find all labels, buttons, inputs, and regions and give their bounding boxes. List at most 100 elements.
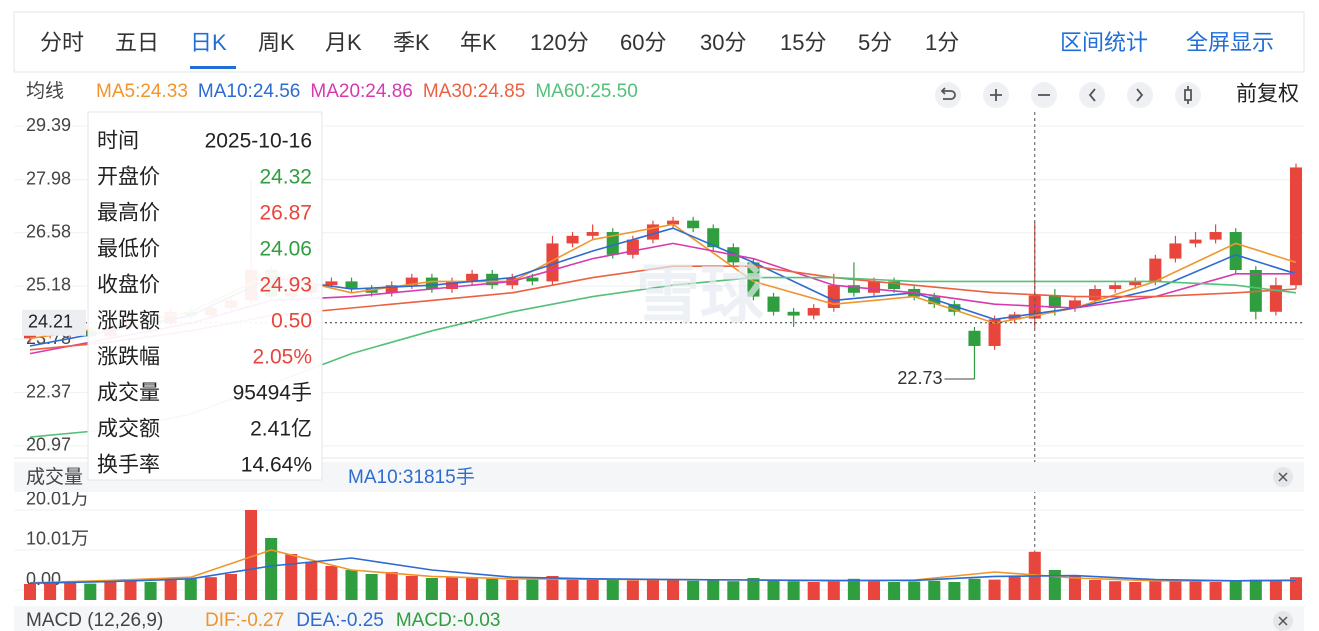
volume-bar [365, 574, 378, 600]
tooltip-label: 开盘价 [97, 166, 160, 189]
tooltip-value: 2.05% [252, 346, 312, 369]
candle-body [747, 262, 760, 297]
y-tick-label: 20.97 [26, 435, 71, 455]
undo-icon [940, 87, 956, 100]
candle-body [1068, 300, 1081, 308]
volume-bar [204, 577, 217, 600]
candle-body [526, 277, 539, 282]
volume-bar [184, 578, 197, 600]
legend-entry: MA30:24.85 [423, 81, 525, 102]
candle-body [466, 273, 479, 282]
toolbar-buttons [935, 82, 1201, 108]
tab[interactable]: 120分 [530, 30, 589, 55]
volume-bar [1269, 581, 1282, 600]
watermark: 雪球 [636, 259, 765, 331]
toolbar-icons [940, 86, 1192, 104]
candle-body [1189, 239, 1202, 244]
tooltip-value: 2.41亿 [250, 418, 312, 441]
volume-bar [687, 580, 700, 600]
candle-body [1229, 232, 1242, 270]
y-tick-label: 27.98 [26, 168, 71, 188]
candle-body [1089, 288, 1102, 301]
volume-bar [1189, 581, 1202, 600]
volume-bar [827, 580, 840, 600]
left-icon [1088, 88, 1096, 102]
right-button[interactable] [1127, 82, 1153, 108]
candle-body [867, 281, 881, 293]
tab[interactable]: 30分 [700, 30, 746, 55]
adjust-label[interactable]: 前复权 [1236, 83, 1299, 106]
volume-bar [445, 577, 459, 600]
low-label: 22.73 [897, 368, 942, 388]
tab[interactable]: 日K [190, 30, 227, 55]
volume-bar [606, 579, 619, 600]
candle-body [1169, 243, 1182, 259]
candle-body [1109, 285, 1122, 289]
candle-body [888, 281, 901, 289]
tab[interactable]: 月K [325, 30, 362, 55]
tooltip-label: 最低价 [97, 238, 160, 261]
candle-body [1209, 232, 1222, 240]
candle-body [807, 307, 820, 316]
legend-entry: MA10:24.56 [198, 81, 300, 102]
candle-body [385, 285, 398, 293]
candle-body [968, 330, 981, 346]
volume-bar [626, 580, 639, 600]
left-button[interactable] [1079, 82, 1105, 108]
y-tick-label: 10.01万 [26, 529, 89, 549]
tooltip-value: 0.50 [271, 310, 312, 333]
tab[interactable]: 年K [460, 30, 497, 55]
volume-bar [1129, 582, 1142, 600]
volume-bar [1109, 581, 1122, 600]
candle-body [928, 296, 941, 305]
tab[interactable]: 分时 [40, 30, 84, 55]
legend-entry: MA60:25.50 [535, 81, 637, 102]
candle-body [606, 232, 619, 255]
link[interactable]: 全屏显示 [1186, 30, 1274, 55]
tooltip-value: 24.06 [259, 238, 312, 261]
y-tick-label: 20.01万 [26, 489, 89, 509]
macd-header [14, 606, 1304, 631]
tooltip [87, 111, 323, 481]
plus-icon [990, 89, 1002, 101]
volume-bar [646, 580, 659, 600]
volume-bar [1209, 582, 1222, 600]
undo-button[interactable] [935, 82, 961, 108]
tab-bar [13, 11, 1305, 73]
candle-body [1289, 167, 1303, 286]
tab[interactable]: 15分 [780, 30, 826, 55]
macd-entry: DIF:-0.27 [205, 610, 284, 631]
volume-bar [747, 578, 760, 600]
tab[interactable]: 1分 [925, 30, 959, 55]
tab[interactable]: 5分 [858, 30, 892, 55]
candle-body [687, 220, 700, 229]
volume-ma-line [29, 557, 1297, 584]
candle-body [948, 304, 961, 312]
volume-bar [1008, 576, 1021, 600]
volume-bar [104, 581, 117, 600]
candle-body [988, 319, 1001, 346]
candle-body [566, 235, 579, 244]
volume-bar [948, 582, 961, 600]
candle-body [1269, 285, 1282, 312]
legend-entry: MA20:24.86 [310, 81, 412, 102]
candle-button[interactable] [1175, 82, 1201, 108]
tab[interactable]: 季K [393, 30, 430, 55]
macd-entry: DEA:-0.25 [296, 610, 384, 631]
volume-bar [425, 578, 438, 600]
volume-bar [546, 576, 559, 600]
tooltip-label: 收盘价 [97, 274, 160, 297]
volume-bar [787, 581, 800, 600]
tab[interactable]: 周K [258, 30, 295, 55]
candle-body [787, 311, 800, 316]
candle-body [667, 220, 680, 225]
link[interactable]: 区间统计 [1060, 30, 1148, 55]
tooltip-label: 时间 [97, 130, 139, 153]
tab[interactable]: 60分 [620, 30, 666, 55]
volume-bar [84, 583, 97, 600]
volume-bar [44, 582, 57, 600]
candle-body [425, 277, 438, 289]
tooltip-value: 24.93 [259, 274, 312, 297]
tooltip-label: 涨跌幅 [97, 346, 160, 369]
tab[interactable]: 五日 [115, 30, 159, 55]
